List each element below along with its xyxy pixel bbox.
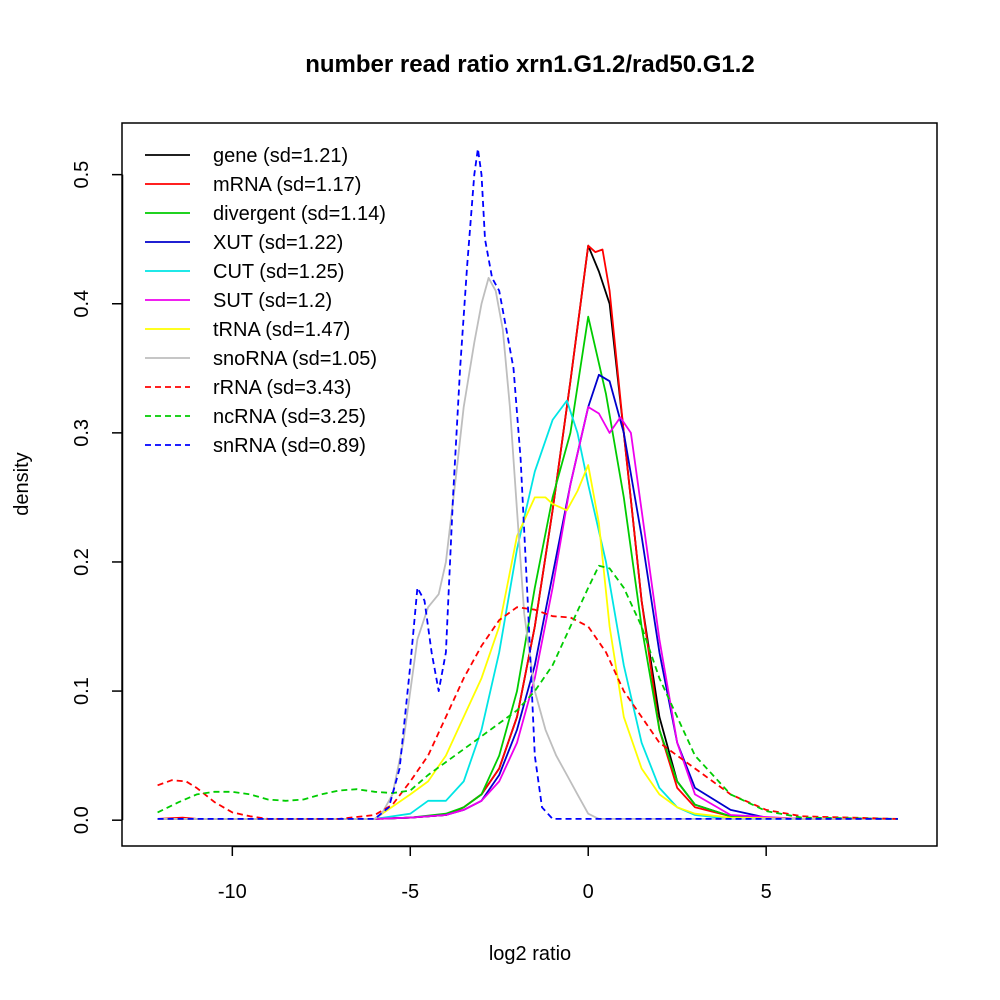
- legend-label: divergent (sd=1.14): [213, 203, 386, 225]
- chart-title: number read ratio xrn1.G1.2/rad50.G1.2: [305, 51, 755, 78]
- series-line-6: [157, 464, 898, 820]
- legend-label: SUT (sd=1.2): [213, 290, 332, 312]
- legend-label: snRNA (sd=0.89): [213, 435, 366, 457]
- plot-frame: [121, 122, 938, 847]
- x-axis-label: log2 ratio: [489, 943, 571, 965]
- legend-label: rRNA (sd=3.43): [213, 377, 351, 399]
- x-tick-label: 5: [761, 881, 772, 903]
- legend-label: CUT (sd=1.25): [213, 261, 344, 283]
- series-line-10: [157, 147, 898, 820]
- series-layer: [157, 147, 898, 820]
- legend-label: mRNA (sd=1.17): [213, 174, 361, 196]
- series-line-8: [157, 606, 898, 820]
- y-tick-label: 0.4: [71, 290, 93, 318]
- legend-label: snoRNA (sd=1.05): [213, 348, 377, 370]
- legend-label: XUT (sd=1.22): [213, 232, 343, 254]
- series-line-2: [157, 315, 898, 820]
- y-tick-label: 0.3: [71, 419, 93, 447]
- x-tick-label: -5: [401, 881, 419, 903]
- y-axis-label: density: [11, 452, 33, 515]
- y-tick-label: 0.2: [71, 548, 93, 576]
- y-tick-label: 0.1: [71, 677, 93, 705]
- legend-label: ncRNA (sd=3.25): [213, 406, 366, 428]
- x-tick-label: 0: [583, 881, 594, 903]
- series-line-7: [157, 276, 898, 820]
- y-tick-label: 0.5: [71, 161, 93, 189]
- y-tick-label: 0.0: [71, 806, 93, 834]
- legend-label: tRNA (sd=1.47): [213, 319, 350, 341]
- legend: gene (sd=1.21) mRNA (sd=1.17) divergent (s…: [145, 145, 386, 457]
- legend-label: gene (sd=1.21): [213, 145, 348, 167]
- x-tick-label: -10: [218, 881, 247, 903]
